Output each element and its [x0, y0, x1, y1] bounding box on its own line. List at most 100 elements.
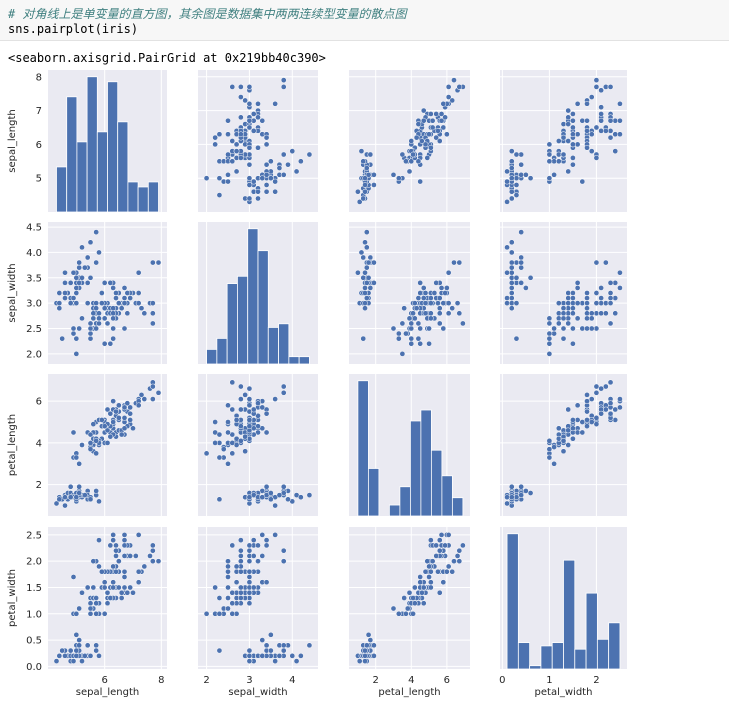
scatter-point — [149, 320, 156, 327]
scatter-point — [508, 300, 515, 306]
scatter-point — [356, 658, 363, 664]
scatter-point — [584, 398, 590, 404]
scatter-point — [570, 417, 576, 423]
scatter-point — [259, 553, 266, 559]
scatter-point — [107, 410, 114, 417]
scatter-point — [588, 310, 595, 317]
scatter-point — [229, 589, 236, 596]
scatter-point — [579, 419, 586, 425]
scatter-point — [546, 446, 553, 453]
scatter-point — [513, 182, 520, 188]
scatter-point — [98, 300, 105, 306]
scatter-point — [56, 300, 63, 306]
scatter-point — [440, 325, 447, 332]
scatter-point — [268, 496, 274, 503]
scatter-point — [203, 610, 210, 617]
scatter-point — [420, 117, 427, 124]
scatter-point — [411, 300, 418, 306]
scatter-point — [508, 269, 515, 276]
scatter-point — [565, 295, 572, 301]
scatter-point — [362, 305, 368, 312]
scatter-point — [62, 494, 68, 501]
scatter-point — [101, 315, 108, 322]
scatter-point — [565, 305, 572, 312]
scatter-point — [81, 492, 88, 498]
scatter-point — [246, 124, 253, 131]
scatter-point — [130, 425, 136, 432]
scatter-point — [90, 315, 97, 322]
hist-bar — [288, 356, 300, 365]
y-tick-label: 3.5 — [26, 273, 42, 284]
scatter-point — [527, 175, 534, 182]
scatter-point — [87, 446, 94, 453]
scatter-point — [263, 188, 270, 195]
hist-bar — [451, 497, 464, 517]
scatter-point — [355, 188, 361, 195]
scatter-point — [367, 151, 374, 158]
scatter-point — [555, 151, 562, 158]
code-comment: # 对角线上是单变量的直方图，其余图是数据集中两两连续型变量的散点图 — [8, 7, 407, 21]
scatter-point — [518, 264, 525, 271]
scatter-point — [135, 290, 142, 296]
scatter-point — [101, 584, 108, 591]
scatter-point — [238, 547, 244, 554]
scatter-point — [246, 653, 253, 659]
scatter-point — [59, 647, 66, 654]
scatter-point — [110, 315, 117, 322]
scatter-point — [406, 315, 413, 322]
scatter-point — [508, 239, 515, 246]
x-tick-label: 1 — [546, 675, 552, 686]
hist-bar — [257, 250, 269, 365]
scatter-point — [255, 400, 261, 407]
scatter-point — [363, 244, 370, 251]
scatter-point — [420, 600, 427, 607]
scatter-point — [87, 320, 94, 327]
scatter-point — [285, 161, 291, 168]
scatter-point — [76, 280, 83, 286]
scatter-point — [225, 131, 231, 138]
scatter-point — [246, 568, 253, 575]
scatter-point — [570, 305, 576, 312]
scatter-point — [263, 537, 270, 543]
scatter-point — [135, 269, 142, 276]
scatter-point — [93, 647, 100, 654]
scatter-point — [238, 568, 244, 575]
scatter-point — [138, 305, 145, 312]
scatter-point — [438, 285, 445, 291]
scatter-point — [93, 610, 100, 617]
y-tick-label: 3.0 — [26, 299, 42, 310]
scatter-point — [565, 315, 572, 322]
scatter-point — [67, 300, 74, 306]
scatter-point — [73, 494, 80, 501]
scatter-point — [96, 498, 102, 505]
scatter-point — [268, 175, 274, 182]
scatter-point — [87, 610, 94, 617]
scatter-point — [67, 647, 74, 654]
scatter-point — [238, 537, 244, 543]
scatter-point — [135, 402, 142, 409]
scatter-point — [268, 647, 274, 654]
y-tick-label: 6 — [36, 140, 42, 151]
scatter-point — [555, 158, 562, 165]
scatter-point — [404, 605, 411, 612]
scatter-point — [518, 151, 525, 158]
code-text[interactable]: sns.pairplot(iris) — [8, 22, 139, 36]
scatter-point — [442, 542, 448, 549]
scatter-point — [93, 300, 100, 306]
scatter-point — [93, 488, 100, 494]
scatter-point — [584, 144, 590, 151]
scatter-point — [62, 269, 68, 276]
code-cell[interactable]: # 对角线上是单变量的直方图，其余图是数据集中两两连续型变量的散点图 sns.p… — [0, 0, 729, 41]
scatter-point — [216, 496, 223, 503]
scatter-point — [422, 568, 429, 575]
y-tick-label: 2.0 — [26, 557, 42, 568]
scatter-point — [570, 425, 576, 432]
scatter-point — [242, 448, 248, 455]
scatter-point — [565, 290, 572, 296]
scatter-point — [417, 574, 424, 580]
hist-bar — [107, 81, 119, 213]
scatter-point — [460, 542, 466, 549]
scatter-point — [73, 631, 80, 638]
scatter-point — [593, 84, 600, 90]
scatter-point — [363, 642, 370, 649]
